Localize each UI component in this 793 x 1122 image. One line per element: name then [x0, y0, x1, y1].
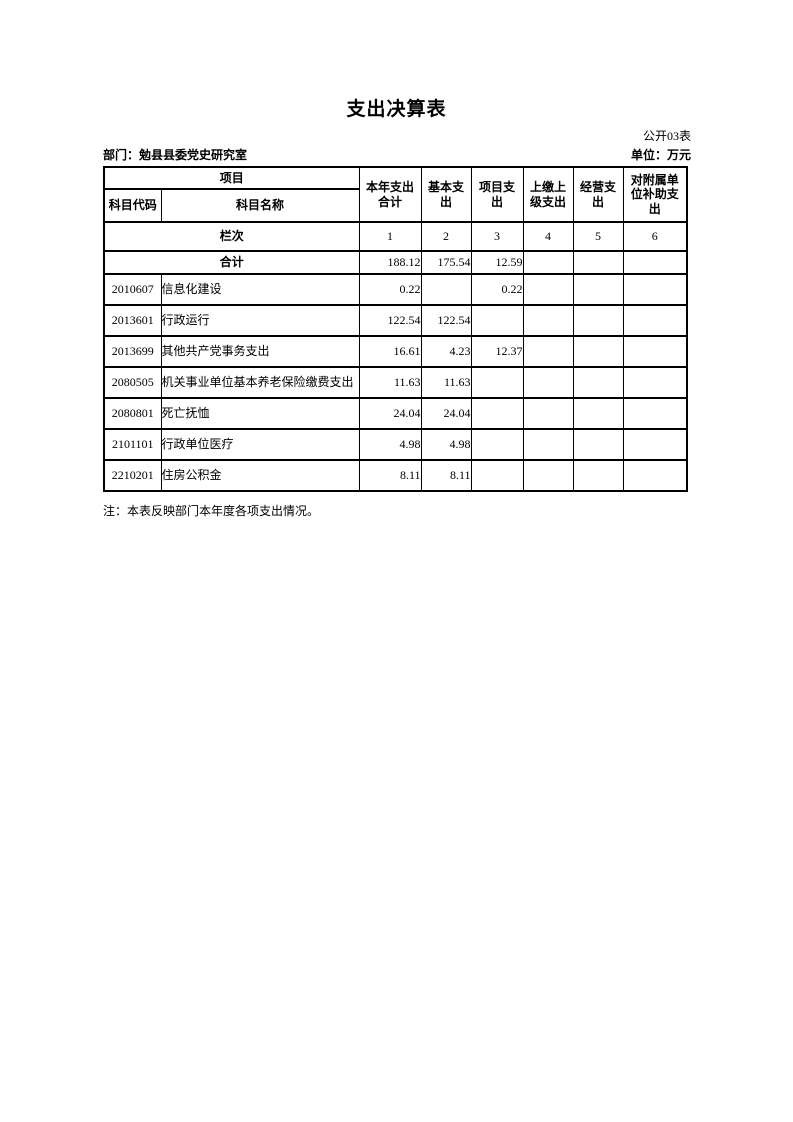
header-col-project-exp: 项目支出: [470, 166, 524, 223]
row-value: 11.63: [358, 366, 422, 399]
total-value: 188.12: [358, 250, 422, 275]
row-value: 4.98: [358, 428, 422, 461]
row-value: [572, 428, 624, 461]
header-project: 项目: [103, 166, 360, 190]
subject-name: 行政运行: [160, 304, 360, 337]
total-value: [622, 250, 688, 275]
row-value: [522, 459, 574, 492]
row-value: [522, 273, 574, 306]
row-value: [522, 304, 574, 337]
subject-code: 2210201: [103, 459, 162, 492]
rank-number: 4: [522, 221, 574, 252]
table-row: 2080801 死亡抚恤 24.04 24.04: [103, 397, 688, 430]
row-value: [522, 397, 574, 430]
row-value: 0.22: [470, 273, 524, 306]
header-col-subsidy: 对附属单位补助支出: [622, 166, 688, 223]
row-value: [522, 335, 574, 368]
total-value: [522, 250, 574, 275]
row-value: [572, 304, 624, 337]
row-value: 122.54: [420, 304, 472, 337]
row-value: [572, 459, 624, 492]
table-row: 2010607 信息化建设 0.22 0.22: [103, 273, 688, 306]
row-value: [622, 428, 688, 461]
row-value: [572, 273, 624, 306]
table-row: 2210201 住房公积金 8.11 8.11: [103, 459, 688, 492]
row-value: [622, 459, 688, 492]
department-label: 部门：勉县县委党史研究室: [103, 148, 248, 162]
subject-name: 住房公积金: [160, 459, 360, 492]
row-value: [522, 366, 574, 399]
row-value: [420, 273, 472, 306]
row-value: [572, 335, 624, 368]
row-value: [522, 428, 574, 461]
total-label: 合计: [103, 250, 360, 275]
row-value: 24.04: [358, 397, 422, 430]
subject-name: 死亡抚恤: [160, 397, 360, 430]
subject-code: 2080801: [103, 397, 162, 430]
row-value: [470, 428, 524, 461]
header-row-project: 项目 本年支出合计 基本支出 项目支出 上缴上级支出 经营支出 对附属单位补助支…: [103, 166, 688, 223]
subject-name: 机关事业单位基本养老保险缴费支出: [160, 366, 360, 399]
header-col-total: 本年支出合计: [358, 166, 422, 223]
subject-code: 2080505: [103, 366, 162, 399]
total-value: [572, 250, 624, 275]
rank-row: 栏次 1 2 3 4 5 6: [103, 221, 688, 252]
subject-code: 2013699: [103, 335, 162, 368]
row-value: 24.04: [420, 397, 472, 430]
subject-name: 信息化建设: [160, 273, 360, 306]
row-value: 12.37: [470, 335, 524, 368]
subject-code: 2101101: [103, 428, 162, 461]
row-value: 0.22: [358, 273, 422, 306]
row-value: [470, 397, 524, 430]
rank-label: 栏次: [103, 221, 360, 252]
row-value: [470, 459, 524, 492]
row-value: [622, 304, 688, 337]
table-row: 2080505 机关事业单位基本养老保险缴费支出 11.63 11.63: [103, 366, 688, 399]
public-table-code: 公开03表: [642, 129, 691, 143]
row-value: 8.11: [358, 459, 422, 492]
header-row-code-name: 科目代码 科目名称: [103, 188, 687, 223]
table-row: 2101101 行政单位医疗 4.98 4.98: [103, 428, 688, 461]
subject-code: 2010607: [103, 273, 162, 306]
row-value: [572, 397, 624, 430]
row-value: 8.11: [420, 459, 472, 492]
meta-row: 部门：勉县县委党史研究室 单位：万元: [103, 146, 691, 163]
subject-name: 行政单位医疗: [160, 428, 360, 461]
row-value: 16.61: [358, 335, 422, 368]
rank-number: 1: [358, 221, 422, 252]
total-value: 12.59: [470, 250, 524, 275]
subject-name: 其他共产党事务支出: [160, 335, 360, 368]
row-value: [470, 304, 524, 337]
header-col-basic: 基本支出: [420, 166, 472, 223]
header-col-operating: 经营支出: [572, 166, 624, 223]
rank-number: 3: [470, 221, 524, 252]
row-value: [572, 366, 624, 399]
header-col-upward: 上缴上级支出: [522, 166, 574, 223]
table-row: 2013699 其他共产党事务支出 16.61 4.23 12.37: [103, 335, 688, 368]
header-name: 科目名称: [160, 188, 360, 223]
row-value: [622, 397, 688, 430]
unit-label: 单位：万元: [630, 148, 691, 162]
rank-number: 6: [622, 221, 688, 252]
row-value: 4.98: [420, 428, 472, 461]
row-value: [622, 366, 688, 399]
page-title: 支出决算表: [346, 99, 447, 120]
subject-code: 2013601: [103, 304, 162, 337]
footnote: 注：本表反映部门本年度各项支出情况。: [103, 504, 320, 518]
row-value: [622, 335, 688, 368]
row-value: [622, 273, 688, 306]
header-code: 科目代码: [103, 188, 162, 223]
row-value: [470, 366, 524, 399]
row-value: 11.63: [420, 366, 472, 399]
row-value: 4.23: [420, 335, 472, 368]
total-row: 合计 188.12 175.54 12.59: [103, 250, 688, 275]
rank-number: 2: [420, 221, 472, 252]
table-row: 2013601 行政运行 122.54 122.54: [103, 304, 688, 337]
rank-number: 5: [572, 221, 624, 252]
row-value: 122.54: [358, 304, 422, 337]
total-value: 175.54: [420, 250, 472, 275]
expenditure-table: 项目 本年支出合计 基本支出 项目支出 上缴上级支出 经营支出 对附属单位补助支…: [103, 166, 689, 492]
